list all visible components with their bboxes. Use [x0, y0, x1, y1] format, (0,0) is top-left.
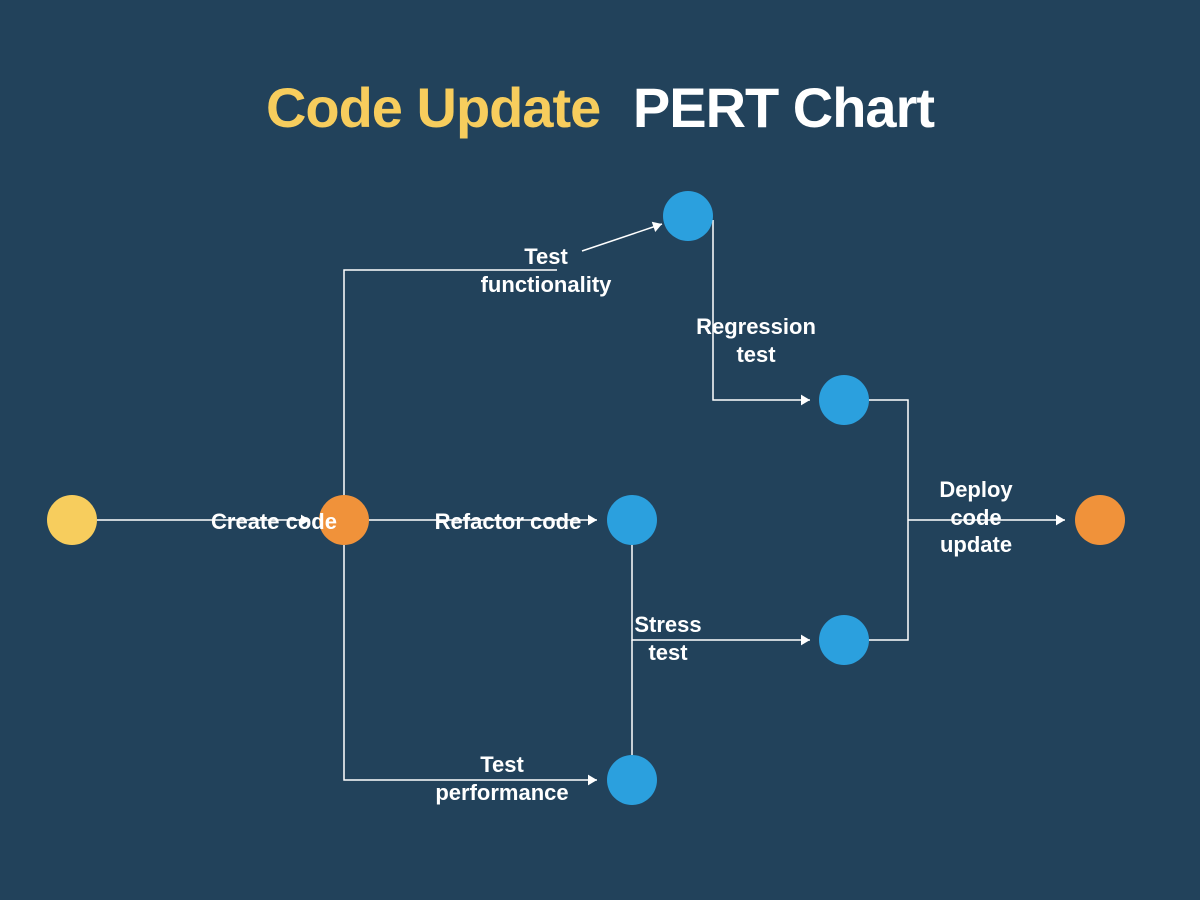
label-regression_lbl: Regressiontest	[676, 313, 836, 368]
arrowhead-icon	[801, 635, 810, 646]
edge	[713, 220, 810, 400]
pert-chart	[0, 0, 1200, 900]
label-stress_lbl: Stresstest	[608, 611, 728, 666]
label-test_func_lbl: Testfunctionality	[456, 243, 636, 298]
node-stress	[819, 615, 869, 665]
edge	[344, 545, 597, 780]
edge	[344, 270, 557, 495]
arrowhead-icon	[801, 395, 810, 406]
node-test_perf	[607, 755, 657, 805]
label-test_perf_lbl: Testperformance	[412, 751, 592, 806]
node-refactor	[607, 495, 657, 545]
edge	[869, 400, 908, 520]
node-regression	[819, 375, 869, 425]
edge	[869, 520, 908, 640]
label-create_code: Create code	[204, 508, 344, 536]
node-test_func	[663, 191, 713, 241]
arrowhead-icon	[1056, 515, 1065, 526]
node-end	[1075, 495, 1125, 545]
node-start	[47, 495, 97, 545]
label-deploy_lbl: Deploycodeupdate	[926, 476, 1026, 559]
label-refactor_lbl: Refactor code	[418, 508, 598, 536]
